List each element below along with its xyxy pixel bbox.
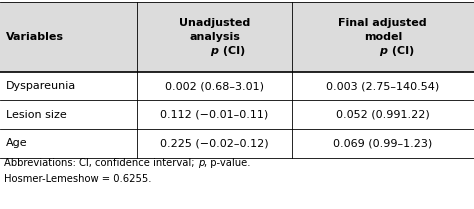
Text: Dyspareunia: Dyspareunia: [6, 81, 76, 91]
Text: Lesion size: Lesion size: [6, 110, 67, 120]
Text: Final adjusted: Final adjusted: [338, 18, 427, 28]
Text: p: p: [210, 46, 219, 56]
Text: model: model: [364, 32, 402, 42]
Text: 0.003 (2.75–140.54): 0.003 (2.75–140.54): [326, 81, 439, 91]
Text: Abbreviations: CI, confidence interval;: Abbreviations: CI, confidence interval;: [4, 158, 198, 168]
Text: (CI): (CI): [219, 46, 246, 56]
Bar: [0, 101, 474, 129]
Text: p: p: [198, 158, 204, 168]
Text: Variables: Variables: [6, 32, 64, 42]
Text: Unadjusted: Unadjusted: [179, 18, 250, 28]
Text: , p-value.: , p-value.: [204, 158, 250, 168]
Text: 0.052 (0.991.22): 0.052 (0.991.22): [336, 110, 429, 120]
Bar: [0, 129, 474, 158]
Text: analysis: analysis: [189, 32, 240, 42]
Bar: [0, 72, 474, 101]
Text: 0.002 (0.68–3.01): 0.002 (0.68–3.01): [165, 81, 264, 91]
Text: Age: Age: [6, 138, 27, 148]
Text: 0.225 (−0.02–0.12): 0.225 (−0.02–0.12): [160, 138, 269, 148]
Text: 0.069 (0.99–1.23): 0.069 (0.99–1.23): [333, 138, 432, 148]
Text: Hosmer-Lemeshow = 0.6255.: Hosmer-Lemeshow = 0.6255.: [4, 173, 152, 184]
Text: 0.112 (−0.01–0.11): 0.112 (−0.01–0.11): [160, 110, 269, 120]
Text: (CI): (CI): [388, 46, 414, 56]
Bar: [0, 2, 474, 72]
Text: p: p: [379, 46, 387, 56]
